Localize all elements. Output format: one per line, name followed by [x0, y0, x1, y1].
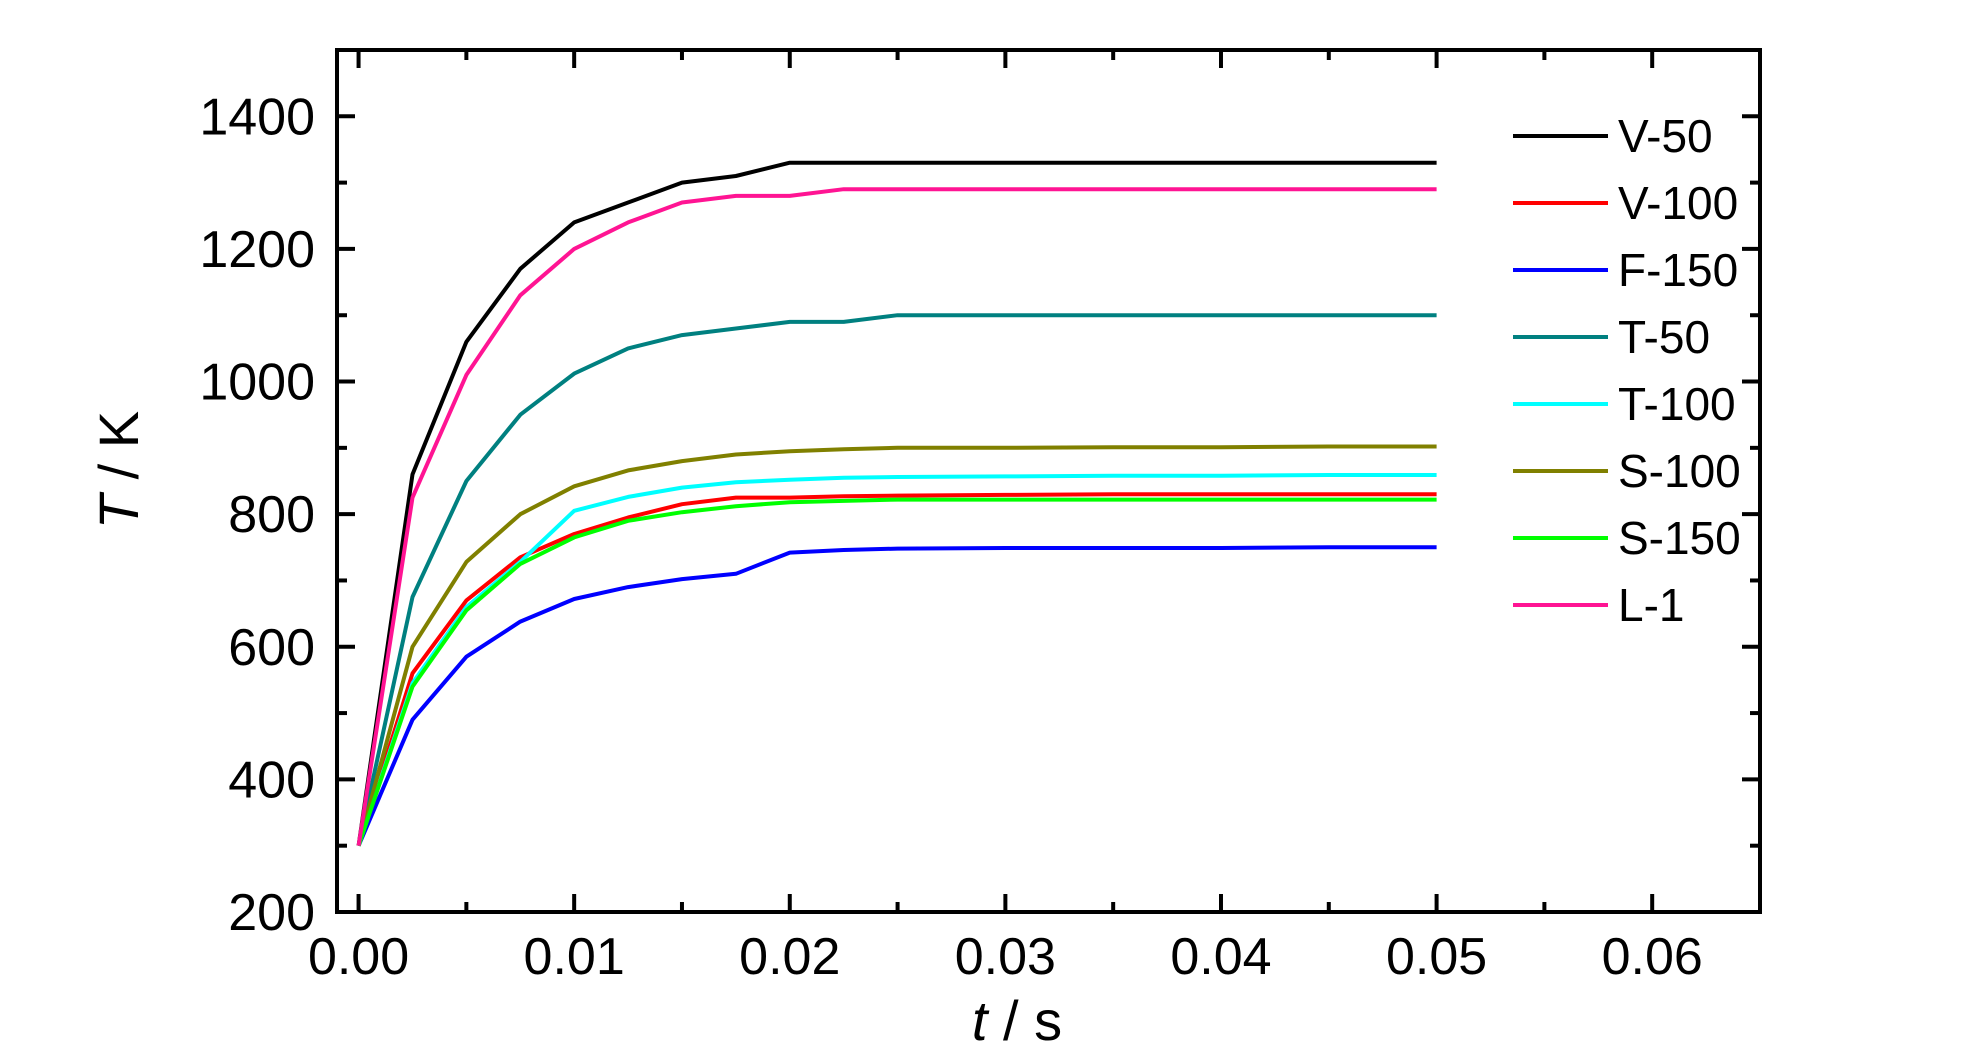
series-line-v-100 [356, 492, 1437, 847]
series-line-v-50 [356, 160, 1437, 846]
series-line-l-1 [356, 187, 1437, 847]
y-tick-label: 600 [228, 619, 315, 677]
y-tick-label: 1000 [199, 354, 315, 412]
x-tick-label: 0.02 [739, 928, 840, 986]
series-line-t-50 [356, 313, 1437, 847]
legend: V-50 V-100 F-150 T-50 T-100 S-100 S-150 L-1 [1513, 110, 1741, 631]
legend-label-l-1: L-1 [1618, 579, 1684, 631]
x-tick-label: 0.01 [524, 928, 625, 986]
y-tick-label: 200 [228, 884, 315, 942]
y-tick-label: 800 [228, 486, 315, 544]
legend-label-s-150: S-150 [1618, 512, 1741, 564]
series-line-f-150 [356, 545, 1437, 847]
legend-label-v-100: V-100 [1618, 177, 1738, 229]
x-tick-label: 0.00 [308, 928, 409, 986]
y-tick-label: 1400 [199, 88, 315, 146]
axis-ticks: 200 400 600 800 1000 1200 1400 0.00 0.01 0.02 0.03… [199, 48, 1762, 986]
y-axis-title: T / K [87, 411, 150, 529]
x-tick-label: 0.05 [1386, 928, 1487, 986]
legend-label-t-50: T-50 [1618, 311, 1710, 363]
legend-label-f-150: F-150 [1618, 244, 1738, 296]
x-tick-label: 0.06 [1602, 928, 1703, 986]
plot-frame [335, 48, 1762, 914]
legend-label-t-100: T-100 [1618, 378, 1736, 430]
series-lines [356, 160, 1437, 847]
x-tick-label: 0.03 [955, 928, 1056, 986]
legend-label-v-50: V-50 [1618, 110, 1713, 162]
x-axis-title: t / s [972, 989, 1062, 1052]
y-tick-label: 400 [228, 751, 315, 809]
legend-label-s-100: S-100 [1618, 445, 1741, 497]
y-tick-label: 1200 [199, 221, 315, 279]
series-line-s-150 [356, 497, 1437, 847]
x-tick-label: 0.04 [1170, 928, 1271, 986]
series-line-s-100 [356, 444, 1437, 847]
series-line-t-100 [356, 473, 1437, 847]
